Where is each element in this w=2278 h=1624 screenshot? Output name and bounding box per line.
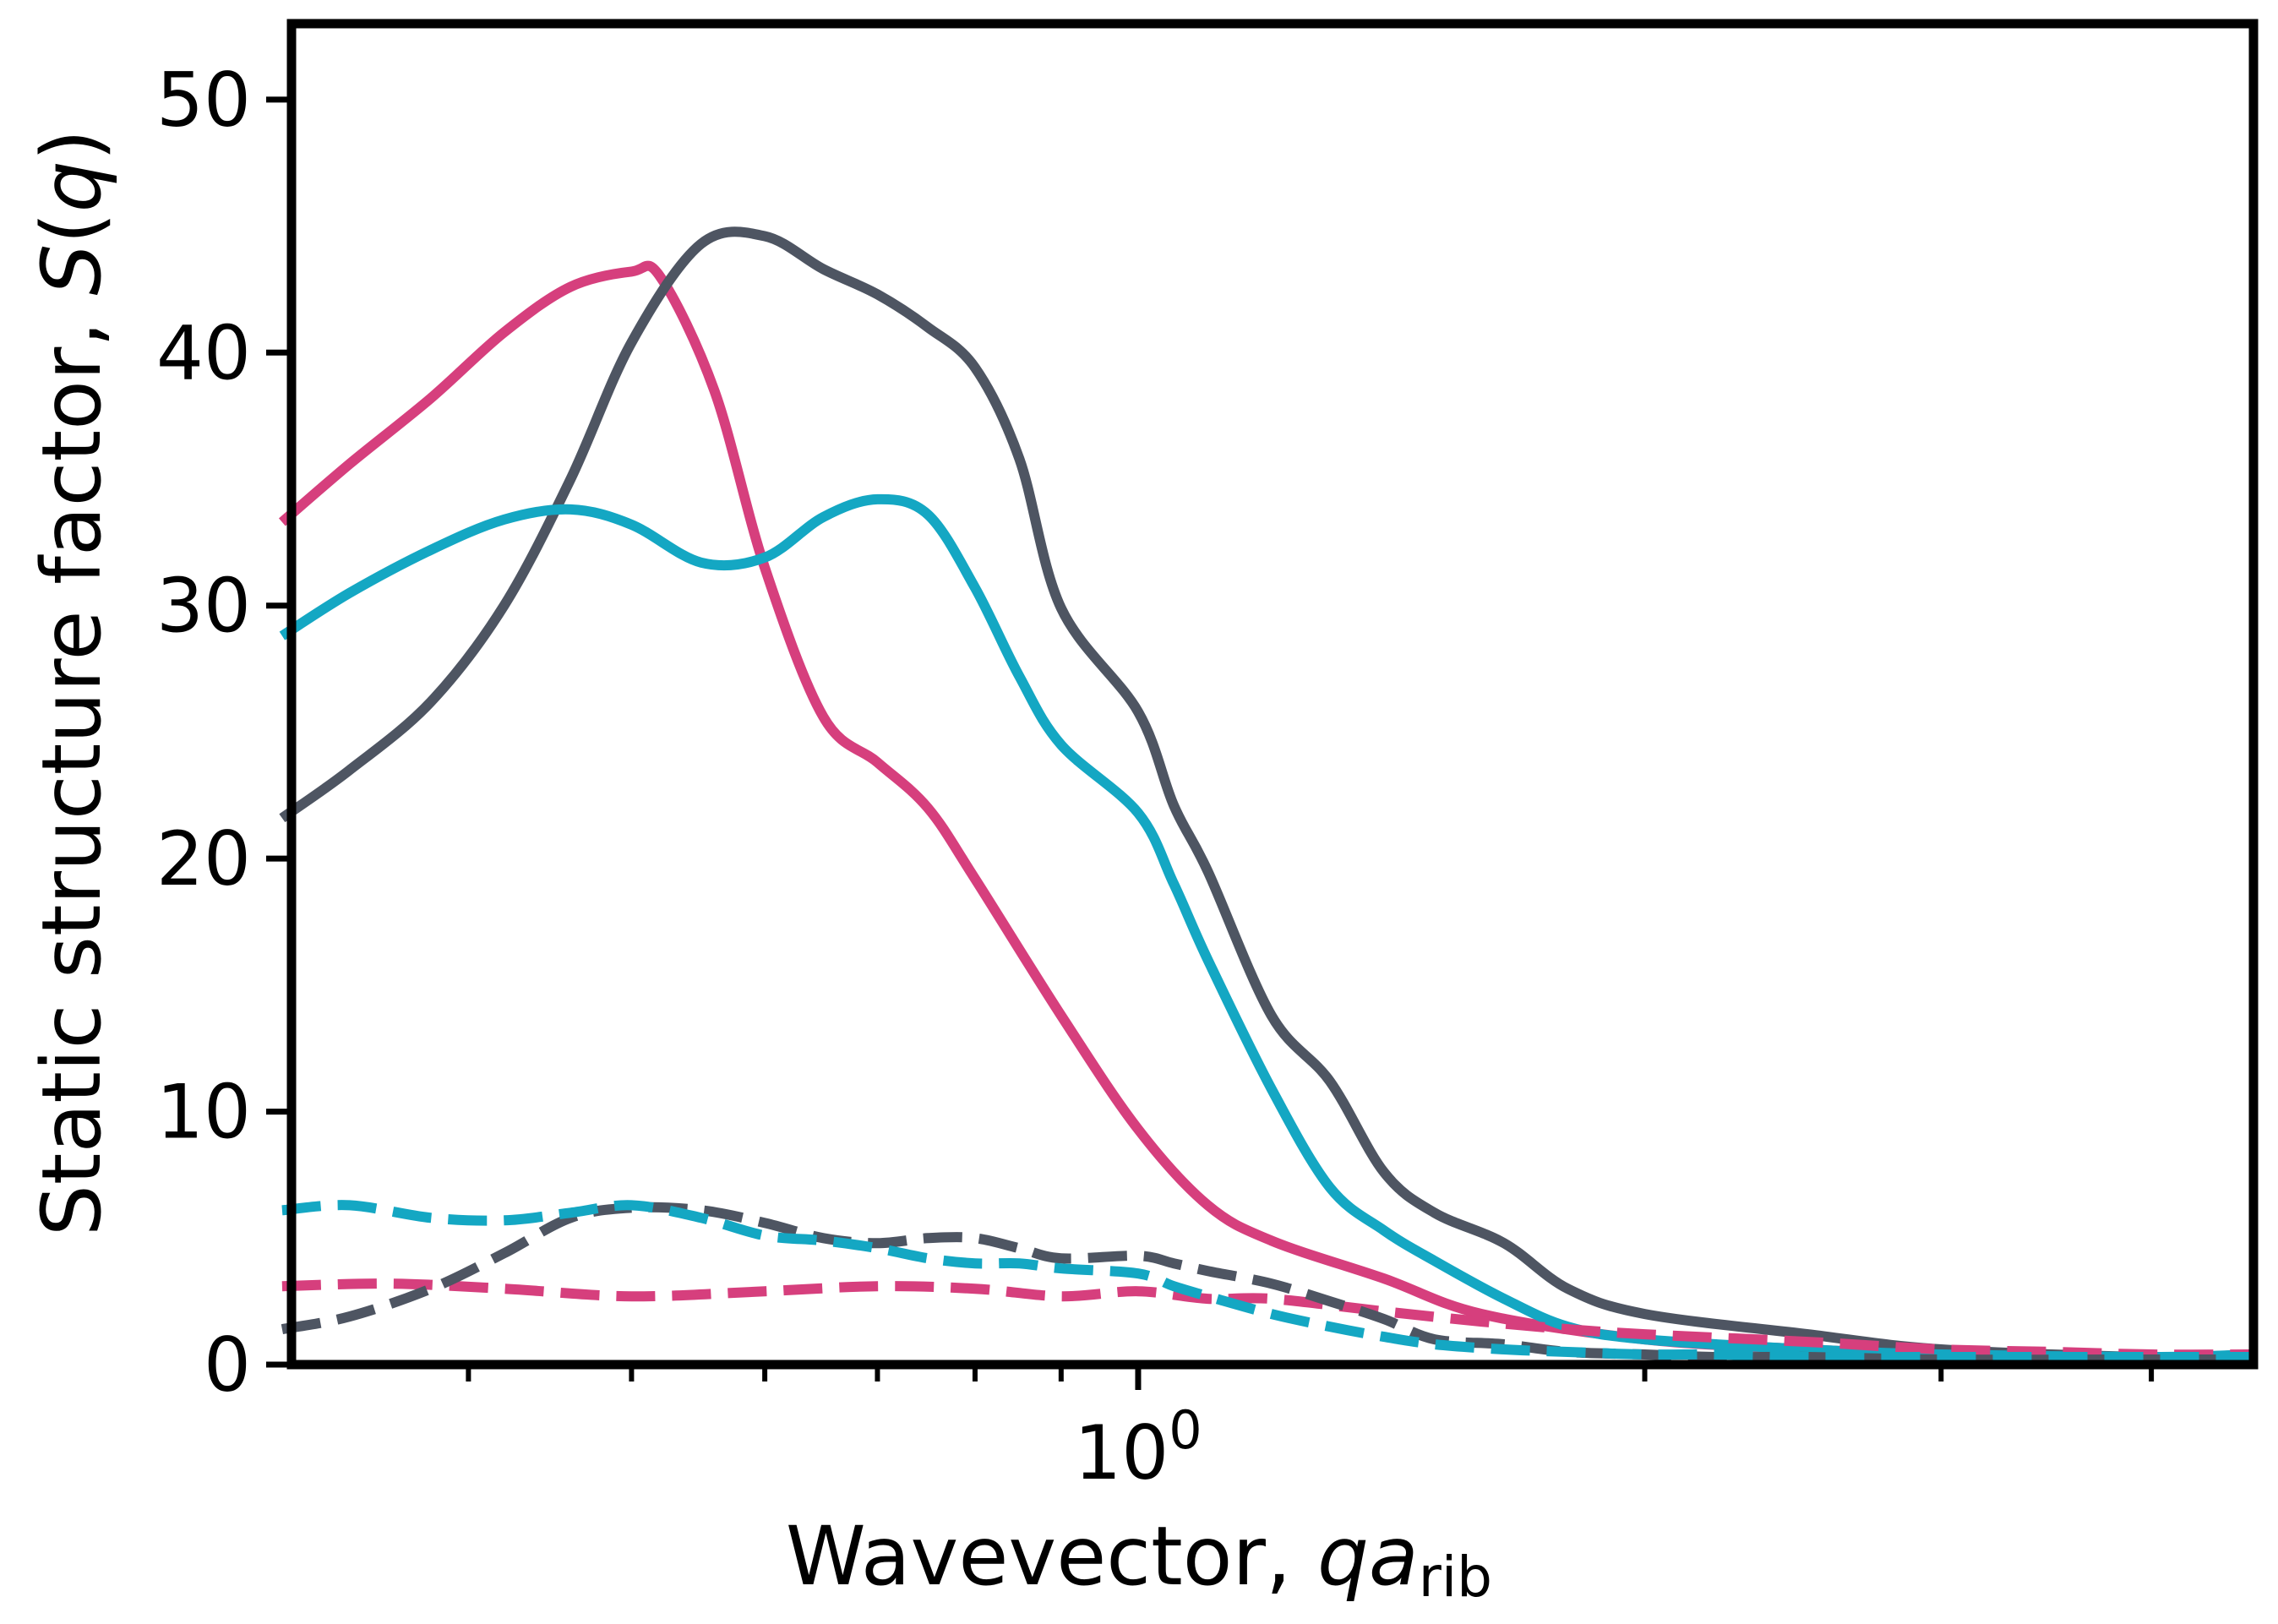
y-axis-title: Static structure factor, S(q) — [25, 129, 119, 1236]
y-axis-title-argument: q — [25, 161, 119, 212]
y-tick-label: 0 — [204, 1322, 251, 1409]
x-tick-label-base: 10 — [1074, 1409, 1169, 1496]
series-line-5-dashed — [281, 1202, 2253, 1365]
x-axis-title-variable: qa — [1317, 1509, 1419, 1604]
x-axis-title: Wavevector, qarib — [786, 1509, 1492, 1610]
y-tick-label: 40 — [156, 309, 251, 396]
series-line-6-dashed — [281, 1200, 2253, 1363]
x-axis-title-prefix: Wavevector, — [786, 1509, 1317, 1604]
x-axis-ticks: 100 — [466, 1365, 2155, 1496]
x-tick-label-exponent: 0 — [1169, 1399, 1202, 1461]
y-axis-title-open-paren: ( — [25, 212, 119, 243]
series-line-3-solid — [279, 493, 2254, 1362]
plot-frame — [286, 19, 2259, 1370]
y-tick-label: 30 — [156, 563, 251, 650]
series-line-4-dashed — [281, 1278, 2254, 1360]
y-axis-title-variable: S — [25, 244, 119, 296]
y-tick-label: 50 — [156, 57, 251, 144]
series-line-2-solid — [279, 226, 2254, 1363]
series-layer — [278, 226, 2254, 1365]
y-axis-title-close-paren: ) — [25, 129, 119, 161]
y-tick-label: 10 — [156, 1069, 251, 1156]
x-tick-label: 100 — [1074, 1399, 1202, 1496]
y-axis-ticks: 0 10 20 30 40 50 — [156, 57, 292, 1409]
y-axis-title-prefix: Static structure factor, — [25, 296, 119, 1236]
series-line-1-solid — [278, 260, 2254, 1365]
x-axis-title-subscript: rib — [1419, 1545, 1492, 1610]
y-tick-label: 20 — [156, 815, 251, 902]
